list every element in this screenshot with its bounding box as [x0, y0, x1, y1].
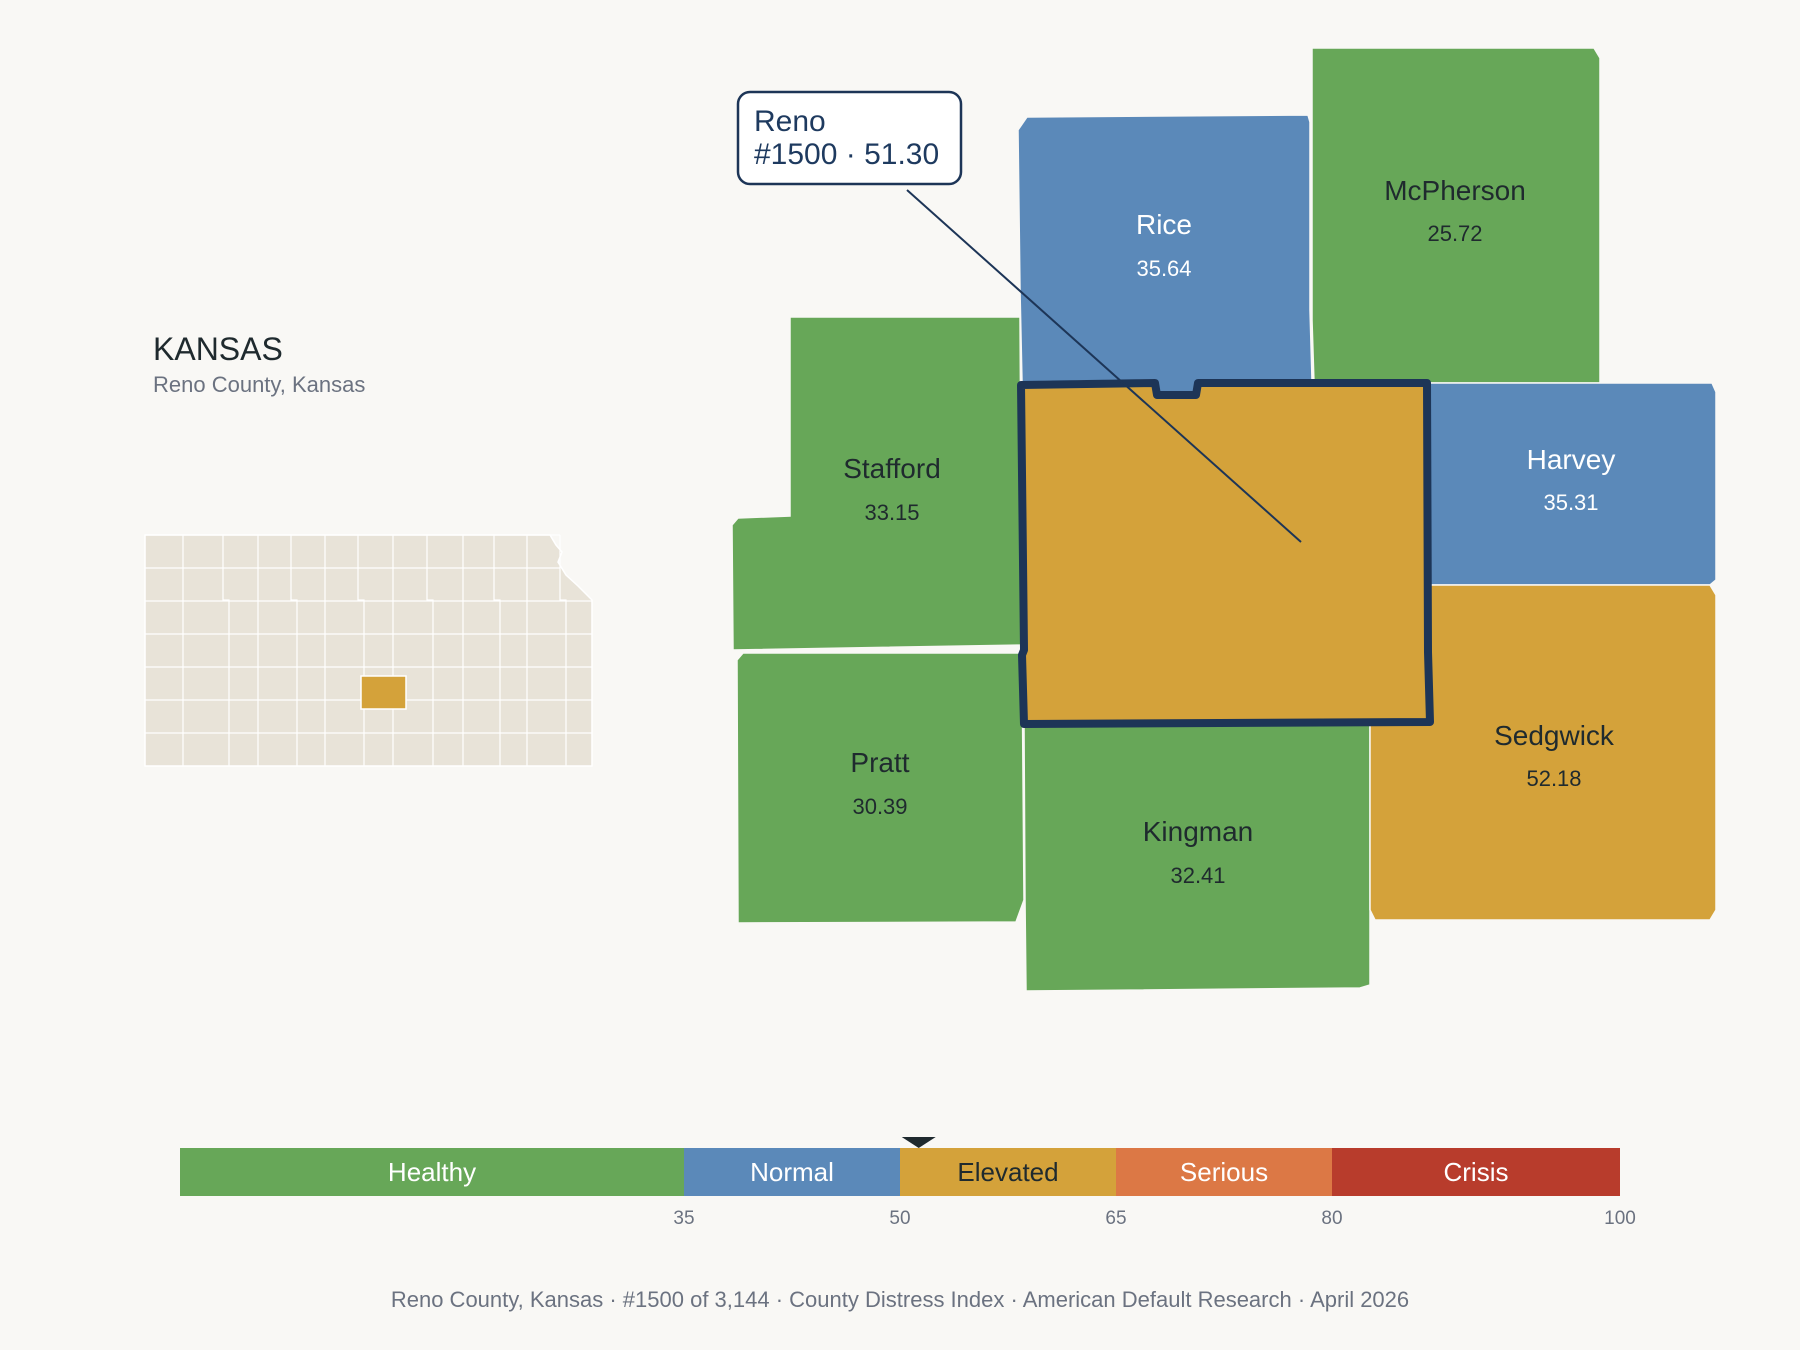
- scale-segment-crisis: [1332, 1148, 1620, 1196]
- inset-grid-col-line: [493, 535, 501, 766]
- tooltip-county-name: Reno: [754, 105, 826, 138]
- reno-county-highlight: [360, 675, 407, 710]
- scale-tick-label: 65: [1105, 1208, 1126, 1229]
- county-map: [731, 47, 1717, 992]
- scale-segment-label-crisis: Crisis: [1444, 1157, 1509, 1187]
- scale-segment-label-serious: Serious: [1180, 1157, 1268, 1187]
- footer-item: April 2026: [1310, 1287, 1409, 1312]
- footer-item: #1500 of 3,144: [623, 1287, 770, 1312]
- tooltip-leader-line: [906, 189, 1302, 543]
- scale-segment-elevated: [900, 1148, 1116, 1196]
- footer-separator: ·: [603, 1287, 623, 1312]
- county-value-harvey: 35.31: [1543, 490, 1598, 515]
- footer-separator: ·: [1292, 1287, 1310, 1312]
- county-shape-pratt[interactable]: [736, 652, 1025, 924]
- inset-grid-col-line: [426, 535, 434, 766]
- county-shape-rice[interactable]: [1017, 114, 1313, 393]
- county-name-stafford: Stafford: [843, 453, 941, 484]
- scale-tick-label: 50: [889, 1208, 910, 1229]
- scale-tick-label: 100: [1604, 1208, 1636, 1229]
- scale-segment-label-elevated: Elevated: [957, 1157, 1058, 1187]
- state-locator-inset: [144, 534, 593, 767]
- scale-position-marker: [901, 1137, 936, 1148]
- footer-separator: ·: [1004, 1287, 1022, 1312]
- county-shape-kingman[interactable]: [1023, 722, 1371, 992]
- county-value-kingman: 32.41: [1170, 863, 1225, 888]
- selected-county-tooltip: Reno #1500 · 51.30: [736, 90, 1302, 543]
- state-subtitle: Reno County, Kansas: [153, 372, 365, 397]
- county-name-sedgwick: Sedgwick: [1494, 720, 1615, 751]
- scale-segment-normal: [684, 1148, 900, 1196]
- county-value-sedgwick: 52.18: [1526, 766, 1581, 791]
- scale-segment-healthy: [180, 1148, 684, 1196]
- county-name-kingman: Kingman: [1143, 816, 1254, 847]
- county-value-stafford: 33.15: [864, 500, 919, 525]
- county-shape-mcpherson[interactable]: [1311, 47, 1601, 384]
- scale-segment-serious: [1116, 1148, 1332, 1196]
- county-name-rice: Rice: [1136, 209, 1192, 240]
- county-name-harvey: Harvey: [1527, 444, 1616, 475]
- scale-segment-label-healthy: Healthy: [388, 1157, 476, 1187]
- county-value-rice: 35.64: [1136, 256, 1191, 281]
- inset-grid-col-line: [222, 535, 230, 766]
- county-shape-harvey[interactable]: [1427, 382, 1717, 586]
- county-value-mcpherson: 25.72: [1427, 221, 1482, 246]
- footer-item: American Default Research: [1023, 1287, 1292, 1312]
- tooltip-rank-value: #1500 · 51.30: [754, 138, 939, 171]
- distress-scale-legend: Healthy Normal Elevated Serious Crisis 35 50 65…: [180, 1137, 1636, 1229]
- footer-item: Reno County, Kansas: [391, 1287, 603, 1312]
- state-title: KANSAS: [153, 331, 283, 367]
- county-name-mcpherson: McPherson: [1384, 175, 1526, 206]
- county-name-pratt: Pratt: [850, 747, 909, 778]
- footer-text: Reno County, Kansas · #1500 of 3,144 · C…: [391, 1287, 1409, 1312]
- county-labels: Rice 35.64 McPherson 25.72 Stafford 33.1…: [843, 175, 1615, 888]
- scale-segment-label-normal: Normal: [750, 1157, 834, 1187]
- scale-tick-label: 80: [1321, 1208, 1342, 1229]
- county-shape-stafford[interactable]: [731, 316, 1023, 651]
- inset-grid-col-line: [559, 535, 567, 766]
- scale-tick-label: 35: [673, 1208, 694, 1229]
- kansas-state-shape: [144, 534, 593, 767]
- inset-grid-col-line: [290, 535, 298, 766]
- county-value-pratt: 30.39: [852, 794, 907, 819]
- footer-separator: ·: [770, 1287, 790, 1312]
- footer-caption: Reno County, Kansas · #1500 of 3,144 · C…: [391, 1287, 1409, 1312]
- footer-item: County Distress Index: [789, 1287, 1004, 1312]
- county-shape-reno[interactable]: [1017, 379, 1434, 728]
- tooltip-box: [736, 90, 963, 186]
